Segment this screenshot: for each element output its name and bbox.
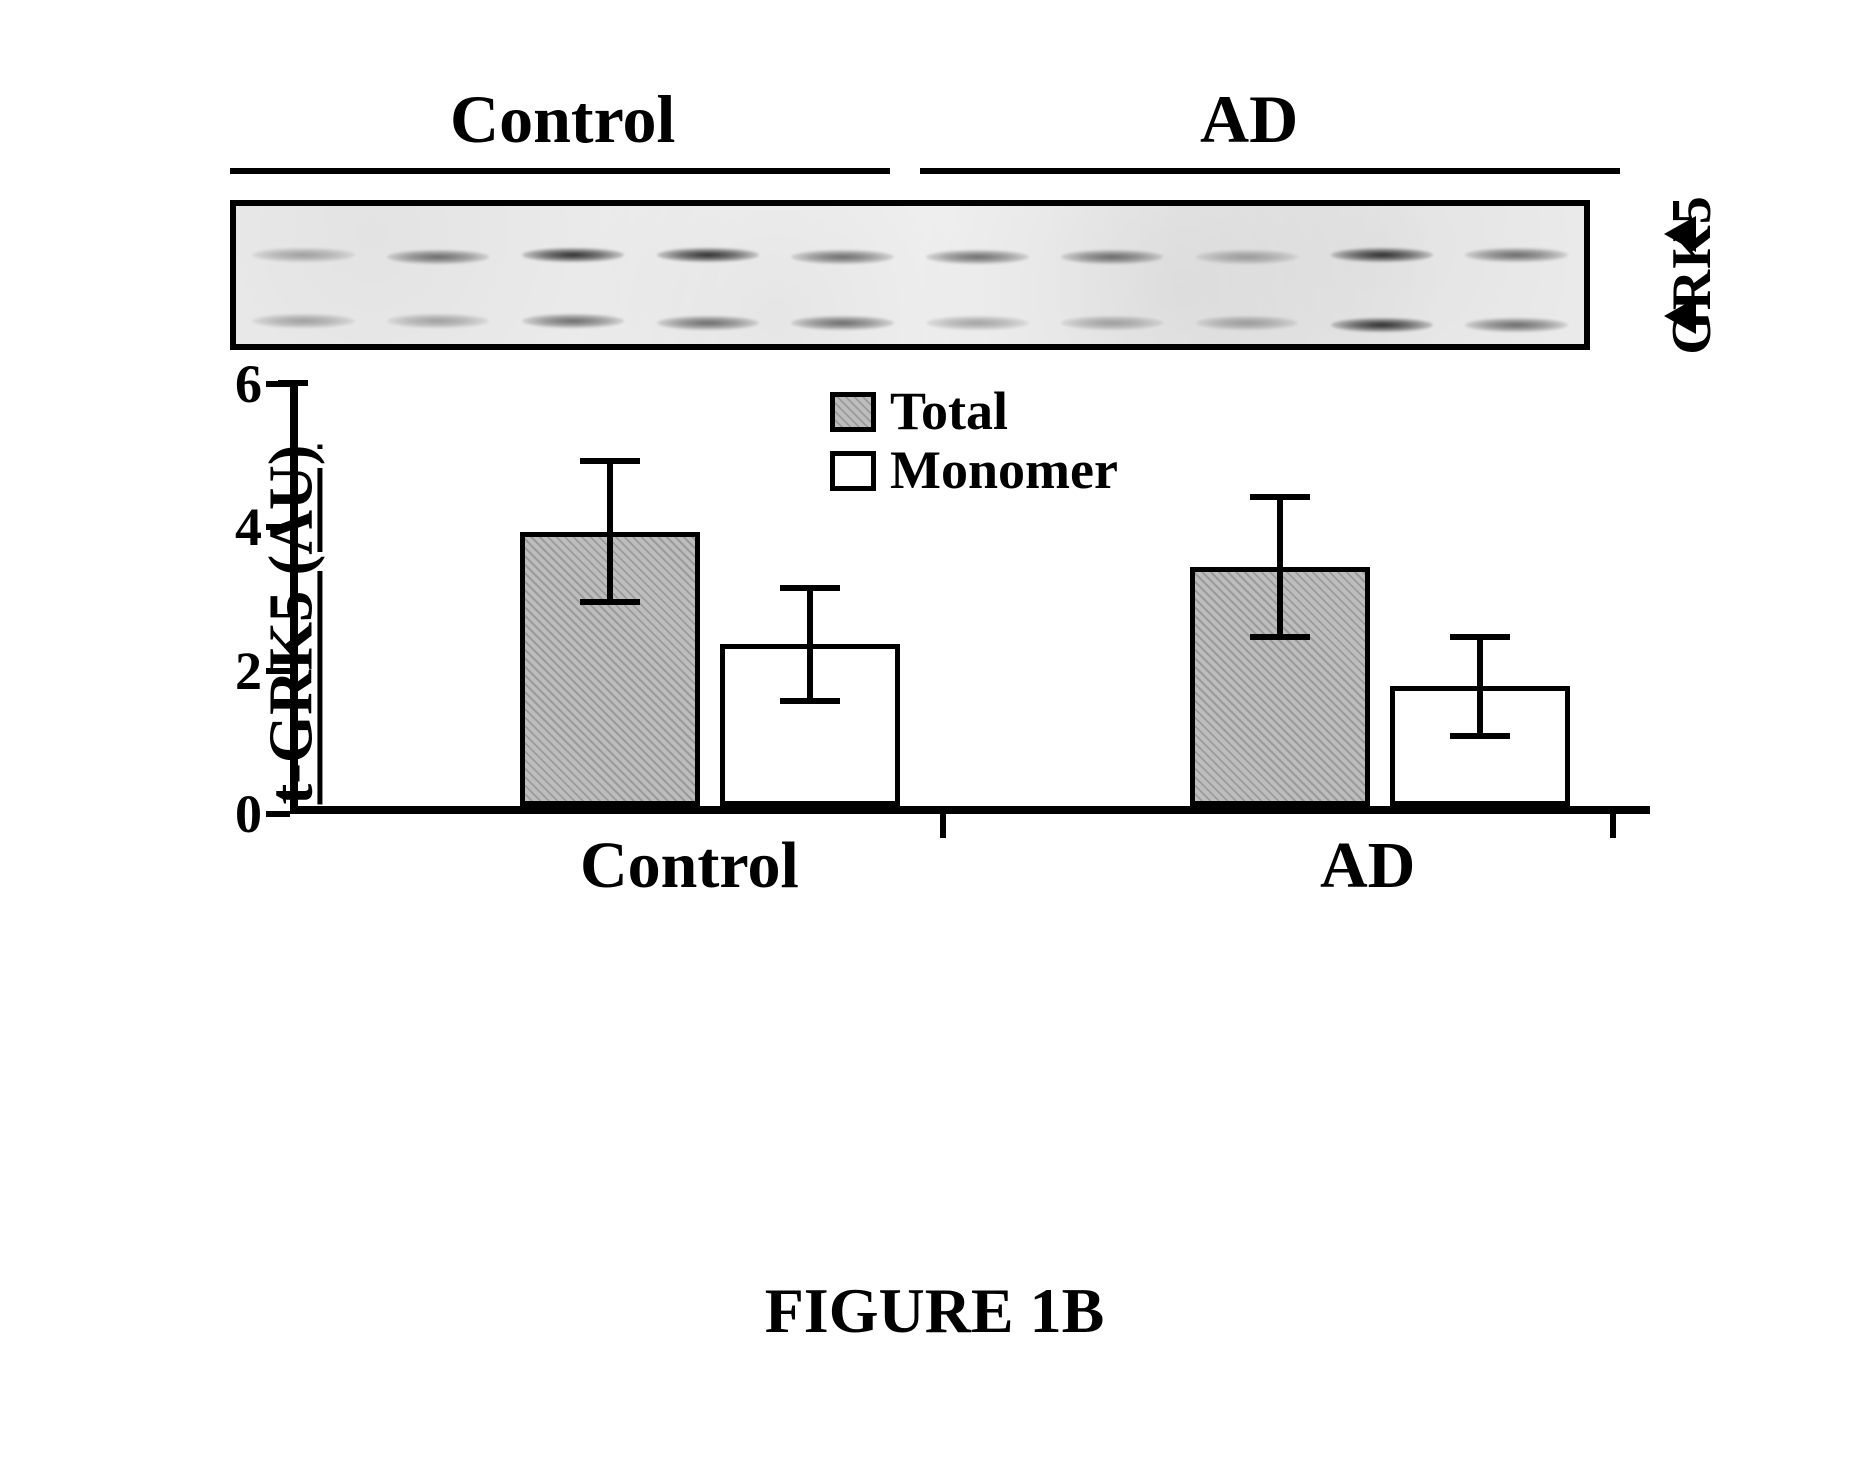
y-tick-label: 6	[212, 353, 262, 415]
blot-band	[1196, 250, 1298, 264]
blot-band	[1331, 248, 1433, 262]
legend-total: Total	[830, 382, 1118, 441]
blot-band	[387, 314, 489, 328]
bar-chart: t-GRK5 (AU) Total Monomer 0246 ControlAD	[120, 384, 1680, 884]
blot-band	[522, 248, 624, 262]
y-axis	[290, 384, 298, 814]
x-group-label: AD	[1320, 828, 1415, 904]
blot-band	[1061, 316, 1163, 330]
blot-band	[387, 250, 489, 264]
legend-swatch-monomer	[830, 451, 876, 491]
err-total-cap-bottom	[580, 599, 640, 605]
group-rule-ad	[920, 168, 1620, 174]
legend: Total Monomer	[830, 382, 1118, 501]
err-monomer-cap-top	[1450, 634, 1510, 640]
plot-area: Total Monomer 0246 ControlAD	[290, 384, 1650, 814]
legend-swatch-total	[830, 392, 876, 432]
err-monomer-cap-bottom	[780, 698, 840, 704]
figure-1b: Control AD GRK5 t-GRK5 (AU)	[120, 80, 1740, 884]
x-axis	[290, 806, 1650, 814]
figure-caption: FIGURE 1B	[0, 1274, 1869, 1348]
err-total-stem	[607, 461, 613, 602]
err-monomer-cap-bottom	[1450, 733, 1510, 739]
blot-band	[1331, 318, 1433, 332]
blot-band	[522, 314, 624, 328]
blot-band	[1465, 318, 1567, 332]
err-monomer-cap-top	[780, 585, 840, 591]
x-group-label: Control	[580, 828, 799, 904]
legend-label-total: Total	[890, 382, 1008, 441]
err-total-cap-top	[1250, 494, 1310, 500]
group-rule-control	[230, 168, 890, 174]
x-tick	[1610, 814, 1616, 838]
err-monomer-stem	[1477, 637, 1483, 735]
blot-label-text: GRK5	[1660, 195, 1724, 355]
err-monomer-stem	[807, 588, 813, 701]
group-label-ad: AD	[1200, 80, 1298, 159]
y-tick	[266, 811, 290, 817]
legend-label-monomer: Monomer	[890, 441, 1118, 500]
y-tick	[266, 668, 290, 674]
err-total-cap-bottom	[1250, 634, 1310, 640]
y-tick-label: 0	[212, 783, 262, 845]
x-tick	[940, 814, 946, 838]
blot-band	[252, 248, 354, 262]
blot-band	[926, 250, 1028, 264]
blot-band	[657, 248, 759, 262]
group-label-control: Control	[450, 80, 675, 159]
blot-band	[657, 316, 759, 330]
blot-band	[1061, 250, 1163, 264]
blot-band	[252, 314, 354, 328]
y-tick-label: 4	[212, 496, 262, 558]
blot-group-header: Control AD	[230, 80, 1630, 200]
blot-band	[926, 316, 1028, 330]
western-blot: GRK5	[230, 200, 1680, 360]
blot-band	[1465, 248, 1567, 262]
err-total-cap-top	[580, 458, 640, 464]
blot-side-label: GRK5	[1612, 200, 1772, 350]
legend-monomer: Monomer	[830, 441, 1118, 500]
blot-image	[230, 200, 1590, 350]
y-tick-label: 2	[212, 640, 262, 702]
err-total-stem	[1277, 497, 1283, 638]
y-tick	[266, 381, 290, 387]
blot-band	[791, 250, 893, 264]
blot-band	[791, 316, 893, 330]
y-tick	[266, 524, 290, 530]
blot-band	[1196, 316, 1298, 330]
